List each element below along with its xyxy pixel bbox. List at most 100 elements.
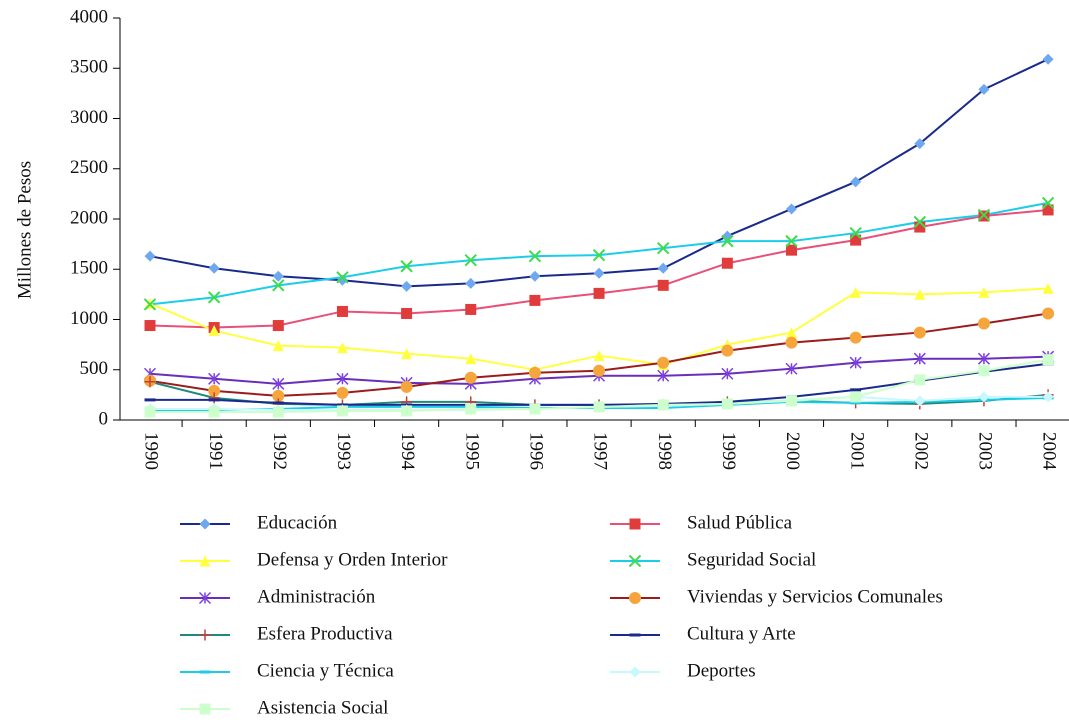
data-point [593, 267, 605, 279]
data-point [272, 377, 285, 390]
data-point [978, 365, 990, 377]
legend-label: Educación [257, 512, 338, 533]
data-point [336, 372, 349, 385]
x-tick-label: 2002 [910, 432, 931, 470]
data-point [465, 353, 477, 365]
x-tick-label: 1991 [205, 432, 226, 470]
data-point [593, 401, 605, 413]
data-point [914, 374, 926, 386]
legend-label: Viviendas y Servicios Comunales [687, 586, 943, 607]
legend-label: Cultura y Arte [687, 623, 796, 644]
series-line [149, 58, 1049, 288]
data-point [272, 279, 285, 292]
legend-label: Administración [257, 586, 376, 607]
data-point [336, 305, 348, 317]
data-point [528, 366, 541, 379]
data-point [593, 364, 606, 377]
data-point [464, 253, 477, 267]
data-point [978, 83, 990, 95]
data-point [657, 279, 669, 291]
data-point [1041, 196, 1055, 210]
x-tick-label: 1999 [718, 432, 739, 470]
data-point [721, 367, 734, 380]
data-point [657, 369, 670, 382]
y-tick-label: 3000 [70, 107, 108, 128]
data-point [465, 277, 477, 289]
data-point [656, 241, 670, 255]
data-point [657, 356, 670, 369]
legend-marker [628, 554, 642, 568]
data-point [465, 303, 477, 315]
y-tick-label: 3500 [70, 57, 108, 78]
data-point [786, 244, 797, 256]
data-point [913, 352, 926, 365]
data-point [144, 320, 156, 332]
data-point [401, 280, 413, 292]
data-point [1042, 53, 1054, 65]
data-point [592, 248, 606, 262]
data-point [464, 371, 477, 384]
data-point [528, 249, 542, 263]
data-point [336, 386, 349, 399]
data-point [849, 356, 862, 369]
data-point [208, 392, 220, 404]
data-point [144, 376, 156, 388]
data-point [593, 287, 605, 299]
legend-marker [629, 592, 641, 604]
data-point [721, 257, 733, 269]
y-tick-label: 2000 [70, 207, 108, 228]
data-point [786, 327, 797, 339]
data-point [593, 350, 605, 362]
data-point [400, 380, 413, 393]
data-point [272, 406, 284, 418]
x-tick-label: 1995 [461, 432, 482, 470]
data-point [850, 391, 862, 403]
x-tick-label: 1992 [269, 432, 290, 470]
data-point [978, 391, 990, 403]
data-point [786, 203, 797, 215]
x-tick-label: 1996 [526, 432, 547, 470]
data-point [1042, 391, 1054, 403]
y-tick-label: 4000 [70, 6, 108, 27]
data-point [336, 274, 348, 286]
data-point [978, 286, 990, 298]
data-point [207, 291, 221, 304]
data-point [849, 226, 862, 240]
data-point [144, 406, 156, 418]
data-point [914, 138, 926, 150]
data-point [977, 208, 991, 222]
y-tick-label: 500 [80, 358, 109, 379]
data-point [785, 362, 798, 375]
data-point [977, 317, 990, 330]
data-point [465, 403, 477, 415]
data-point [1042, 307, 1055, 320]
data-point [336, 342, 348, 354]
legend-label: Defensa y Orden Interior [257, 549, 448, 570]
data-point [721, 344, 734, 357]
legend-marker [629, 666, 641, 678]
data-point [1042, 354, 1054, 366]
data-point [529, 294, 541, 306]
x-tick-label: 1993 [333, 432, 354, 470]
x-tick-label: 1997 [590, 432, 611, 470]
data-point [529, 403, 541, 415]
x-tick-label: 2001 [846, 432, 867, 470]
data-point [914, 288, 926, 300]
data-point [786, 395, 797, 407]
legend-marker [199, 703, 211, 715]
data-point [208, 406, 220, 418]
y-tick-label: 2500 [70, 157, 108, 178]
y-tick-label: 1000 [70, 308, 108, 329]
data-point [272, 320, 284, 332]
data-point [208, 372, 221, 385]
legend-marker [198, 591, 212, 605]
data-point [850, 286, 862, 298]
data-point [143, 298, 157, 311]
data-point [657, 262, 669, 274]
legend-marker [199, 518, 211, 530]
x-tick-label: 1998 [654, 432, 675, 470]
data-point [336, 405, 348, 417]
legend-label: Ciencia y Técnica [257, 660, 394, 681]
data-point [144, 250, 156, 262]
data-point [272, 389, 285, 402]
